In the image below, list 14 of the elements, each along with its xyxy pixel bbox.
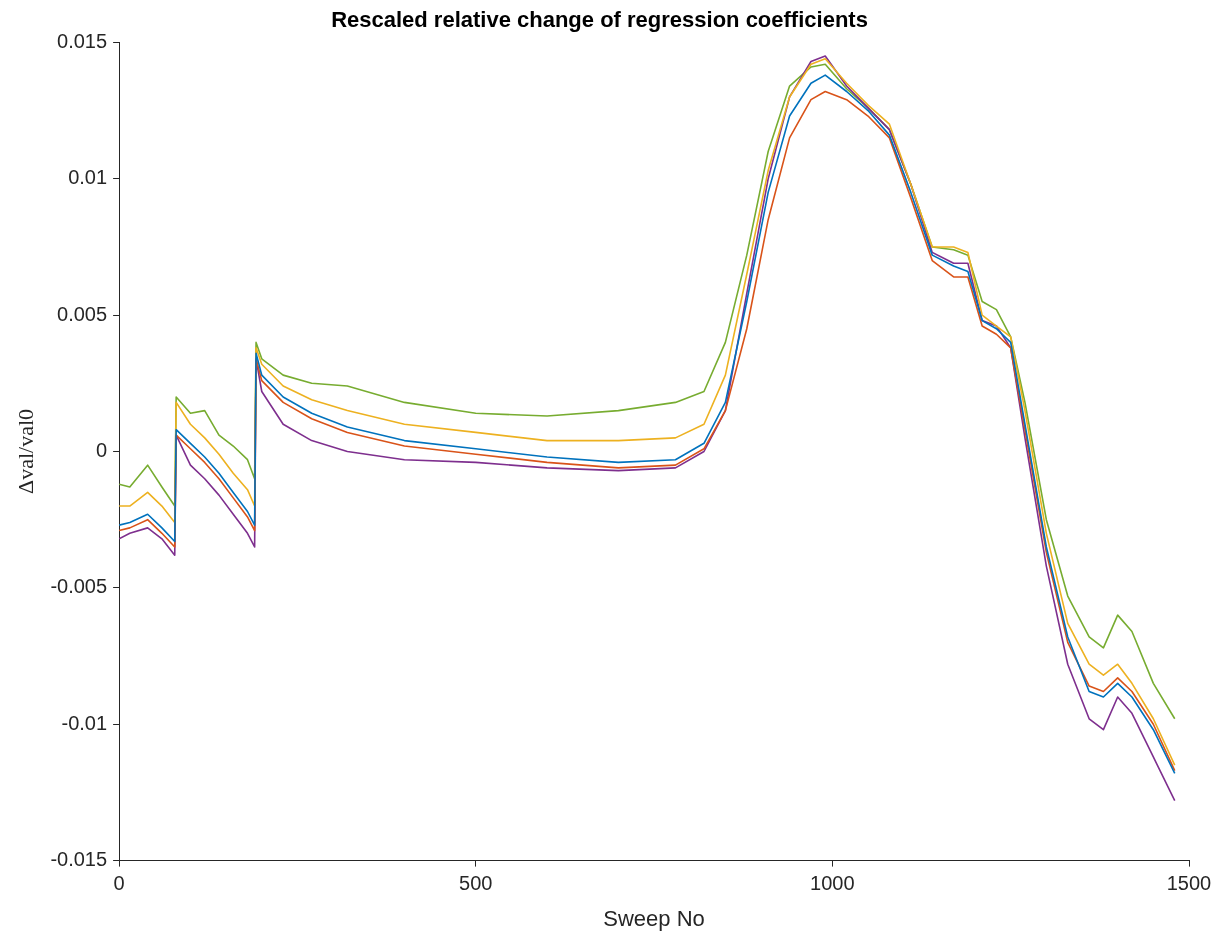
y-axis-title: Δval/val0 (12, 408, 38, 495)
x-tick-label: 0 (113, 872, 125, 895)
x-tick-label: 1500 (1166, 872, 1212, 895)
x-tick-label: 500 (459, 872, 493, 895)
y-tick-label: 0.015 (57, 29, 108, 52)
y-tick-label: 0.01 (68, 166, 108, 189)
x-tick-label: 1000 (810, 872, 855, 895)
y-tick-label: -0.005 (50, 575, 108, 598)
x-axis-title: Sweep No (603, 905, 705, 931)
y-tick-label: -0.015 (50, 848, 108, 871)
y-tick-label: 0.005 (57, 302, 108, 325)
y-tick-label: -0.01 (61, 711, 108, 734)
y-tick-label: 0 (95, 439, 108, 462)
chart-title: Rescaled relative change of regression coefficients (331, 7, 868, 33)
